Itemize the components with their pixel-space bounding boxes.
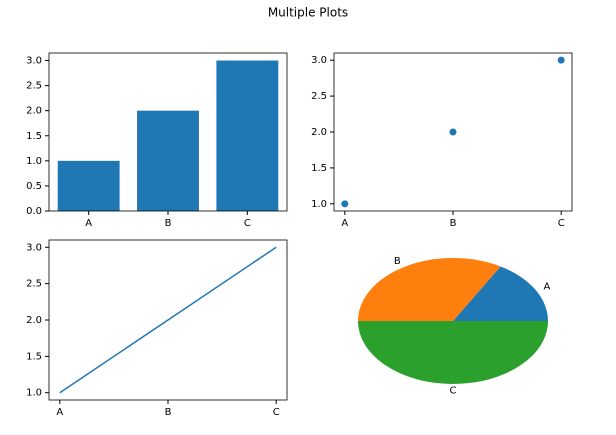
y-tick-label: 2.5	[311, 91, 327, 102]
axes-frame	[48, 239, 288, 401]
y-tick-label: 2.0	[26, 315, 42, 326]
pie-label: C	[450, 385, 457, 396]
y-tick-label: 3.0	[26, 242, 42, 253]
line	[59, 246, 277, 394]
x-tick-label: B	[165, 218, 172, 229]
y-tick-label: 1.5	[26, 131, 42, 142]
y-tick-label: 2.5	[26, 279, 42, 290]
point	[449, 128, 457, 136]
y-tick-label: 3.0	[311, 55, 327, 66]
x-tick-label: C	[273, 407, 280, 418]
point	[557, 56, 565, 64]
y-tick-label: 1.0	[26, 156, 42, 167]
x-tick-label: A	[56, 407, 63, 418]
x-tick-label: A	[85, 218, 92, 229]
figure-title: Multiple Plots	[268, 6, 348, 20]
x-tick-label: C	[558, 218, 565, 229]
axes-frame	[48, 52, 288, 212]
y-tick-label: 0.5	[26, 181, 42, 192]
pie-label: A	[543, 281, 550, 292]
pie-slice	[453, 266, 548, 321]
x-tick-label: B	[450, 218, 457, 229]
y-tick-label: 1.0	[26, 388, 42, 399]
y-tick-label: 2.5	[26, 81, 42, 92]
point	[341, 200, 349, 208]
x-tick-label: A	[341, 218, 348, 229]
pie-slice	[358, 321, 548, 384]
bar	[57, 160, 120, 211]
bar	[216, 60, 279, 212]
x-tick-label: B	[165, 407, 172, 418]
pie-label: B	[394, 256, 401, 267]
axes-frame	[333, 52, 573, 212]
y-tick-label: 1.5	[311, 163, 327, 174]
y-tick-label: 1.5	[26, 351, 42, 362]
y-tick-label: 2.0	[311, 127, 327, 138]
x-tick-label: C	[244, 218, 251, 229]
y-tick-label: 2.0	[26, 106, 42, 117]
bar	[137, 110, 199, 211]
y-tick-label: 1.0	[311, 199, 327, 210]
y-tick-label: 3.0	[26, 56, 42, 67]
y-tick-label: 0.0	[26, 206, 42, 217]
pie-slice	[358, 258, 501, 321]
